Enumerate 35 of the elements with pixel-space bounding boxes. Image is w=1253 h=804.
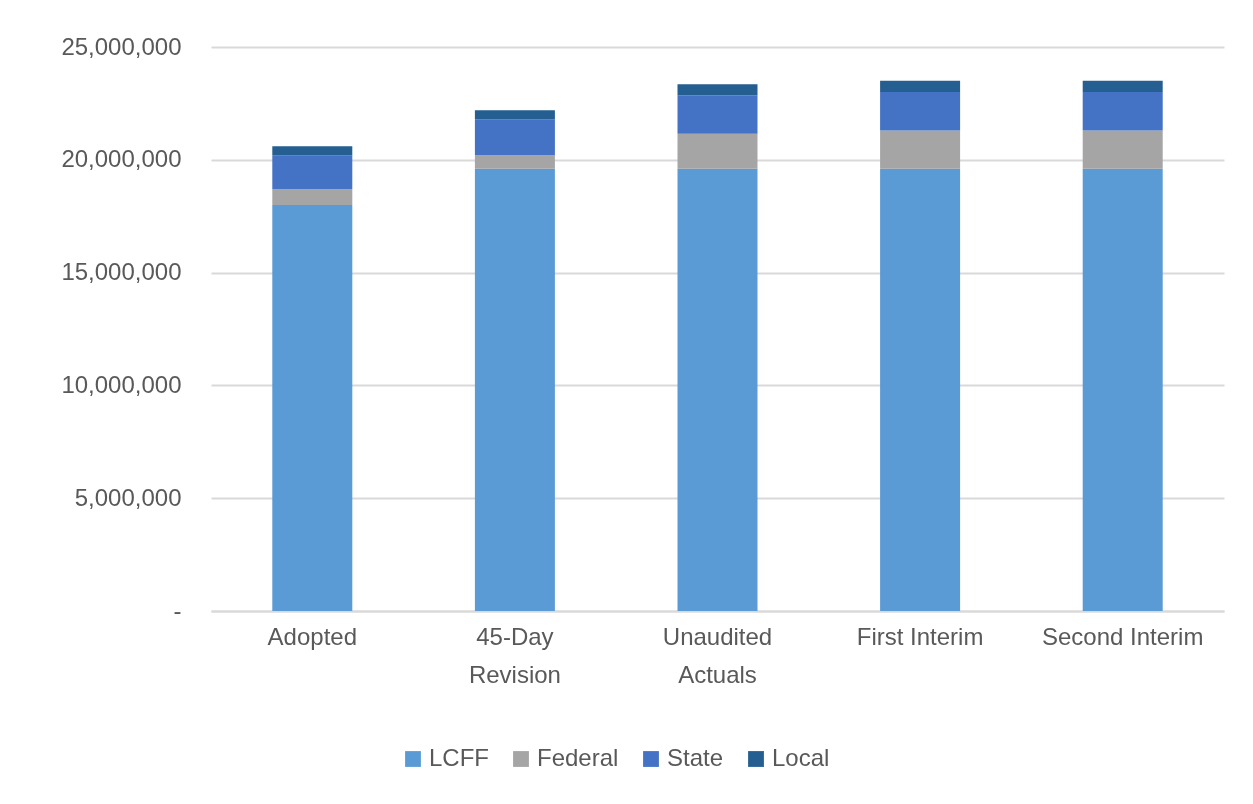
legend-label: State: [667, 744, 724, 771]
bar: [1082, 80, 1163, 93]
bar: [1082, 92, 1163, 131]
bar: [272, 189, 353, 205]
bar: [474, 168, 555, 611]
x-tick-label: First Interim: [856, 622, 984, 650]
bar: [880, 168, 961, 611]
y-tick-label: 5,000,000: [74, 483, 182, 511]
bar: [474, 110, 555, 120]
x-tick-label: Unaudited Actuals: [662, 622, 773, 688]
bar: [272, 204, 353, 611]
bar: [880, 80, 961, 93]
bar: [677, 95, 758, 134]
y-tick-label: 10,000,000: [61, 370, 182, 398]
x-tick-label: 45-Day Revision: [468, 622, 561, 688]
y-tick-label: 15,000,000: [61, 258, 182, 286]
bar: [272, 155, 353, 190]
bar: [272, 146, 353, 156]
bar: [474, 155, 555, 169]
x-tick-label: Adopted: [267, 622, 358, 650]
legend-label: LCFF: [429, 744, 489, 771]
bar: [677, 133, 758, 169]
bar: [1082, 130, 1163, 169]
legend-label: Local: [772, 744, 830, 771]
legend-label: Federal: [537, 744, 619, 771]
bar: [474, 119, 555, 156]
bar: [880, 92, 961, 131]
y-tick-label: 25,000,000: [61, 32, 182, 60]
y-tick-label: -: [173, 596, 182, 624]
x-tick-label: Second Interim: [1041, 622, 1204, 650]
y-tick-label: 20,000,000: [61, 145, 182, 173]
bar: [880, 130, 961, 169]
bar: [1082, 168, 1163, 611]
bar: [677, 168, 758, 611]
bar: [677, 84, 758, 96]
